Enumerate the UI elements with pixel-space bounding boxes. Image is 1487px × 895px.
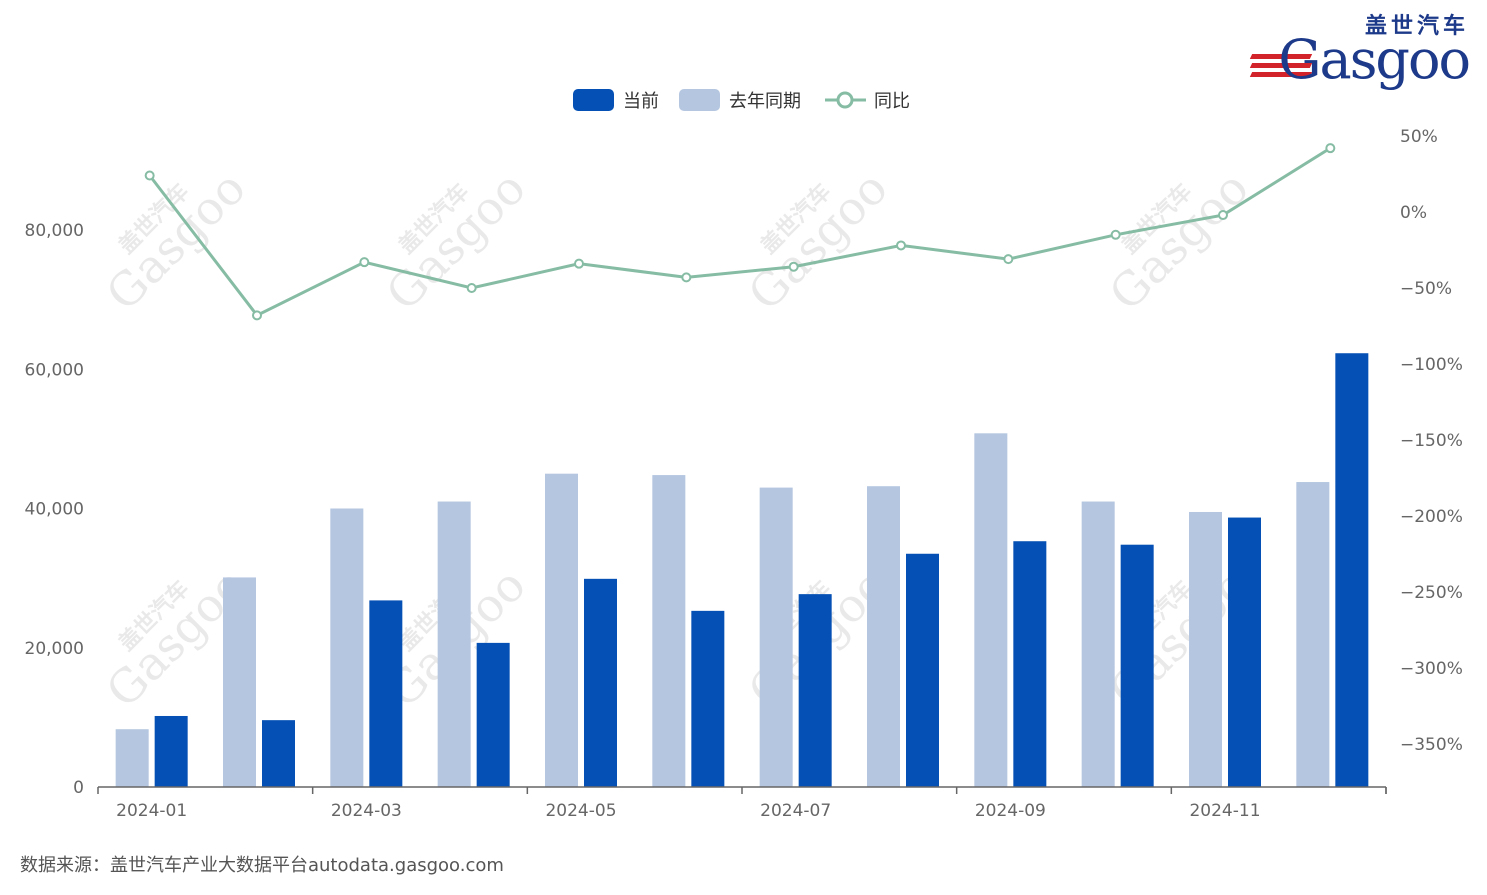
bar-current [798,594,832,787]
y-left-tick-label: 80,000 [25,221,84,241]
y-right-tick-label: −200% [1400,507,1463,527]
legend-swatch-marker [836,91,854,109]
logo-english-text: Gasgoo [1278,28,1471,91]
x-tick-label: 2024-01 [116,801,187,821]
legend-swatch [573,89,614,111]
yoy-line [148,146,1332,318]
x-tick-label: 2024-09 [975,801,1046,821]
yoy-point [252,310,262,321]
bar-last-year [1296,482,1330,787]
y-right-tick-label: −100% [1400,355,1463,375]
y-right-tick-label: −150% [1400,431,1463,451]
bar-current [1120,544,1154,787]
bar-last-year [1189,511,1222,787]
legend-item-yoy[interactable]: 同比 [825,91,910,112]
legend[interactable]: 当前 去年同期 同比 [573,89,910,112]
bar-last-year [867,486,900,787]
gasgoo-logo: 盖世汽车 Gasgoo [1249,8,1471,91]
yoy-point [1110,229,1121,240]
yoy-line-layer [144,143,1336,321]
y-right-tick-label: 0% [1400,203,1427,223]
yoy-point [681,272,692,283]
bar-current [1013,541,1047,787]
bars-layer [115,353,1369,787]
y-right-tick-label: −50% [1400,279,1452,299]
bar-last-year [1081,501,1115,787]
bar-last-year [223,577,256,787]
bar-last-year [652,475,686,787]
yoy-point [1218,210,1228,221]
bar-last-year [330,508,364,787]
bar-current [1335,353,1369,787]
bar-current [584,578,617,787]
y-left-tick-label: 60,000 [25,360,84,380]
legend-item-current[interactable]: 当前 [573,89,659,112]
x-tick-label: 2024-07 [760,801,831,821]
bar-current [691,610,725,787]
bar-last-year [545,473,578,787]
legend-label: 去年同期 [729,91,801,112]
y-left-tick-label: 20,000 [25,639,84,659]
bar-last-year [115,729,149,787]
bar-last-year [759,487,793,787]
source-note: 数据来源：盖世汽车产业大数据平台autodata.gasgoo.com [20,855,504,876]
bar-last-year [974,433,1008,787]
yoy-point [1325,143,1336,154]
yoy-point [896,240,906,251]
bar-current [476,642,510,787]
legend-label: 同比 [874,91,910,112]
y-left-tick-label: 0 [73,778,84,798]
logo-chinese-text: 盖世汽车 [1364,14,1469,39]
legend-label: 当前 [623,91,659,112]
y-right-tick-label: −350% [1400,735,1463,755]
x-tick-label: 2024-11 [1189,801,1260,821]
x-tick-label: 2024-05 [545,801,616,821]
yoy-point [1003,254,1014,265]
bar-current [262,720,295,787]
yoy-point [466,283,477,293]
axes-layer: 0 20,000 40,000 60,000 80,000 50% 0% −50% −100% −… [25,127,1463,821]
bar-current [906,553,939,787]
yoy-point [359,257,370,268]
yoy-point [788,261,799,272]
yoy-point [144,170,155,181]
x-tick-label: 2024-03 [331,801,402,821]
bar-last-year [437,501,471,787]
y-left-tick-label: 40,000 [25,500,84,520]
bar-current [154,715,188,787]
y-right-tick-label: −250% [1400,583,1463,603]
y-right-tick-label: 50% [1400,127,1438,147]
legend-swatch [679,89,720,111]
bar-current [1228,517,1261,787]
bar-current [369,600,403,787]
y-right-tick-label: −300% [1400,659,1463,679]
legend-item-last-year[interactable]: 去年同期 [679,89,801,112]
yoy-point [574,258,584,269]
